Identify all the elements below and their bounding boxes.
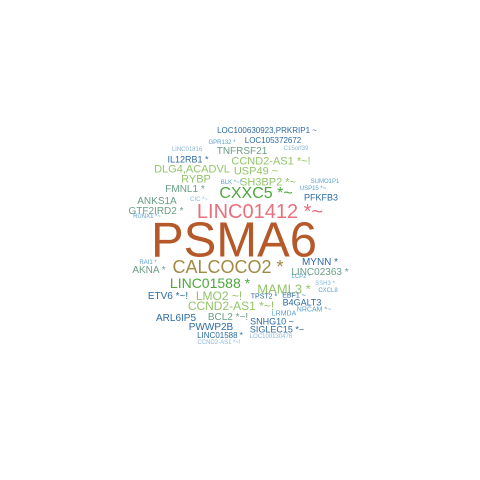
word-mynn: MYNN * [301,257,339,268]
word-psma6: PSMA6 [150,213,318,268]
word-tnfrsf21: TNFRSF21 [216,146,268,157]
word-loc105372672: LOC105372672 [244,136,302,145]
word-ssh3: SSH3 * [315,281,335,287]
word-ccnd2-as1-tiny: CCND2-AS1 *~! [197,340,241,346]
word-linc01588-small: LINC01588 * [197,331,243,340]
word-dlg4-acadvl: DLG4,ACADVL [154,163,230,176]
word-blk: BLK *~! [220,180,242,186]
word-arl6ip5: ARL6IP5 [155,313,197,324]
word-linc01588-large: LINC01588 * [169,275,251,291]
word-maml3: MAML3 * [257,281,311,297]
word-siglec15: SIGLEC15 *~ [249,324,305,335]
word-linc01816: LINC01816 [171,147,203,153]
word-sh3bp2: SH3BP2 *~ [240,176,296,189]
word-runx1: RUNX1 *~ [133,214,161,220]
word-usp49: USP49 ~ [233,165,279,178]
word-pwwp2b: PWWP2B [188,322,234,333]
word-nrcam: NRCAM *~ [296,306,332,314]
word-usp15: USP15 *~ [299,186,327,192]
word-snhg10: SNHG10 ~ [250,316,294,327]
word-fmnl1: FMNL1 * [165,184,205,195]
word-anks1a: ANKS1A [137,196,177,207]
word-lcp2: LCP2 * [291,274,311,280]
word-linc02363: LINC02363 * [291,267,349,278]
word-gtf2ird2: GTF2IRD2 * [128,206,184,217]
word-linc01412: LINC01412 *~ [196,201,324,223]
word-cxcl8: CXCL8 [318,288,338,294]
word-loc100630923-prkrip1: LOC100630923,PRKRIP1 ~ [217,126,317,135]
word-cic: CIC *~ [190,197,208,203]
word-ebf1: EBF1 ~ [282,292,306,300]
word-rai1: RAI1 * [139,260,157,266]
word-lmo2: LMO2 ~! [195,289,243,303]
word-b4galt3: B4GALT3 [282,297,322,308]
word-loc100130476: LOC100130476 [249,334,293,340]
word-tpst2: TPST2 * [250,293,278,301]
word-cxxc5: CXXC5 *~ [219,185,293,202]
word-calcoco2: CALCOCO2 * [172,257,284,277]
word-gpr132: GPR132 * [208,140,236,146]
word-ccnd2-as1-upper: CCND2-AS1 *~! [231,155,311,168]
word-pfkfb3: PFKFB3 [303,192,339,203]
word-etv6: ETV6 *~! [147,291,189,302]
word-bcl2: BCL2 *~! [207,312,249,323]
word-ccnd2-as1-lower: CCND2-AS1 *~! [187,299,275,313]
word-c15orf39: C15orf39 [283,146,309,152]
word-akna: AKNA * [132,265,166,276]
word-il12rb1: IL12RB1 * [167,154,209,165]
word-rybp: RYBP [181,173,211,186]
word-lrmda: LRMDA [271,310,297,318]
word-sumo1p1: SUMO1P1 [310,179,340,185]
